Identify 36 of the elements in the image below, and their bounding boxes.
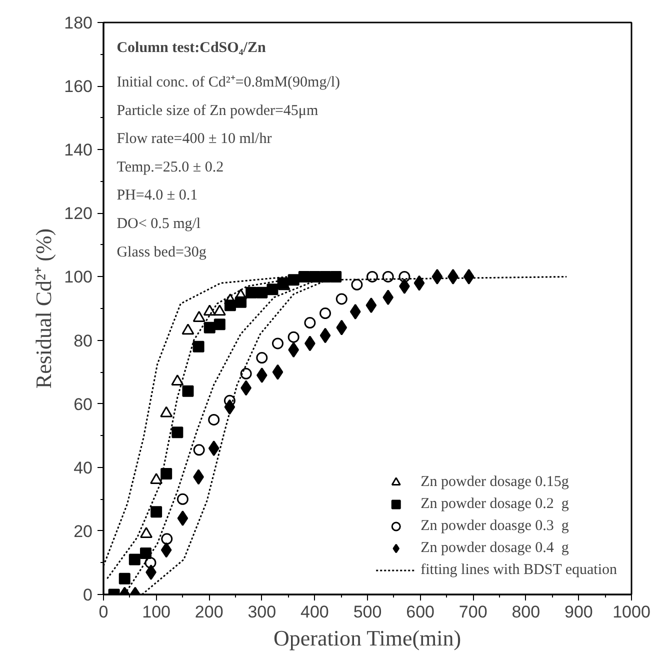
y-tick-label: 60 bbox=[74, 394, 93, 414]
y-tick-label: 160 bbox=[64, 77, 93, 96]
y-tick-label: 140 bbox=[64, 140, 93, 160]
legend-label: Zn powder dosage 0.15g bbox=[420, 474, 569, 490]
x-tick-label: 600 bbox=[406, 602, 434, 622]
x-tick-label: 300 bbox=[248, 602, 276, 622]
annotation: DO< 0.5 mg/l bbox=[116, 216, 201, 232]
annotation: Glass bed=30g bbox=[116, 244, 207, 260]
y-tick-label: 20 bbox=[74, 522, 93, 541]
legend-label: fitting lines with BDST equation bbox=[420, 562, 617, 578]
x-tick-label: 700 bbox=[458, 602, 488, 622]
x-tick-label: 500 bbox=[353, 602, 382, 622]
x-tick-label: 400 bbox=[300, 602, 329, 622]
y-tick-label: 80 bbox=[74, 331, 93, 350]
annotation: Flow rate=400 ± 10 ml/hr bbox=[116, 131, 272, 148]
y-tick-label: 120 bbox=[64, 204, 93, 224]
x-axis-title: Operation Time(min) bbox=[274, 626, 462, 650]
x-tick-label: 900 bbox=[564, 602, 593, 622]
x-tick-label: 1000 bbox=[612, 602, 650, 622]
annotation: Initial conc. of Cd²⁺=0.8mM(90mg/l) bbox=[116, 74, 340, 91]
y-tick-label: 180 bbox=[64, 14, 93, 32]
x-tick-label: 100 bbox=[142, 602, 170, 622]
y-tick-label: 40 bbox=[74, 458, 93, 478]
y-tick-label: 100 bbox=[64, 268, 93, 287]
y-axis-title: Residual Cd²⁺ (%) bbox=[31, 228, 56, 389]
x-tick-label: 800 bbox=[512, 602, 540, 622]
legend-label: Zn powder dosage 0.2 g bbox=[420, 496, 569, 512]
legend-label: Zn powder doasge 0.3 g bbox=[420, 518, 569, 534]
annotation: Column test:CdSO₄/Zn bbox=[116, 40, 266, 56]
x-tick-label: 200 bbox=[194, 602, 224, 622]
annotation: Temp.=25.0 ± 0.2 bbox=[116, 159, 224, 176]
y-tick-label: 0 bbox=[83, 586, 93, 604]
x-tick-label: 0 bbox=[98, 602, 108, 622]
annotation: Particle size of Zn powder=45μm bbox=[116, 102, 318, 119]
annotation: PH=4.0 ± 0.1 bbox=[116, 188, 198, 204]
legend-label: Zn powder dosage 0.4 g bbox=[420, 540, 569, 556]
